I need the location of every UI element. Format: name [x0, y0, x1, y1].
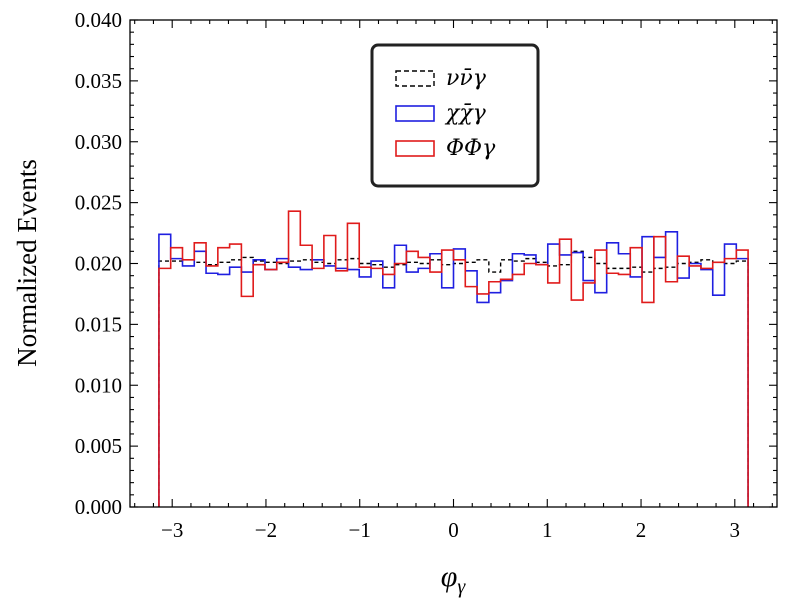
y-tick-label: 0.020 [75, 252, 122, 276]
y-tick-label: 0.030 [75, 130, 122, 154]
plot-frame [129, 19, 778, 508]
labels-layer: −3 −2 −1 0 1 2 3 0.000 0.005 0.010 0.015 0.020 0.025… [75, 8, 740, 542]
x-tick-label: 2 [636, 518, 647, 542]
y-tick-label: 0.000 [75, 495, 122, 519]
x-tick-label: 0 [448, 518, 459, 542]
legend-swatch-chi [395, 105, 435, 122]
legend-swatch-phi [395, 140, 435, 157]
y-tick-label: 0.035 [75, 69, 122, 93]
x-axis-title-main: φ [441, 560, 458, 593]
legend-label-chi: χχ̄γ [444, 101, 487, 126]
y-tick-label: 0.010 [75, 373, 122, 397]
series-phi-step [158, 210, 749, 507]
x-tick-label: 3 [730, 518, 741, 542]
legend: νν̄γ χχ̄γ ΦΦγ [370, 43, 540, 188]
y-axis-title: Normalized Events [12, 159, 42, 367]
legend-swatch-nu [395, 70, 435, 87]
legend-box [370, 43, 540, 188]
x-tick-label: 1 [542, 518, 553, 542]
y-tick-label: 0.025 [75, 191, 122, 215]
ticks-layer [130, 19, 777, 508]
x-tick-label: −1 [349, 518, 371, 542]
x-axis-title-sub: γ [457, 576, 466, 598]
x-tick-label: −3 [161, 518, 183, 542]
legend-label-nu: νν̄γ [446, 66, 487, 91]
series-layer [158, 210, 749, 507]
y-tick-label: 0.015 [75, 312, 122, 336]
y-tick-label: 0.040 [75, 8, 122, 32]
legend-label-phi: ΦΦγ [446, 136, 496, 161]
x-tick-label: −2 [255, 518, 277, 542]
x-axis-title: φγ [441, 560, 467, 598]
y-tick-label: 0.005 [75, 434, 122, 458]
